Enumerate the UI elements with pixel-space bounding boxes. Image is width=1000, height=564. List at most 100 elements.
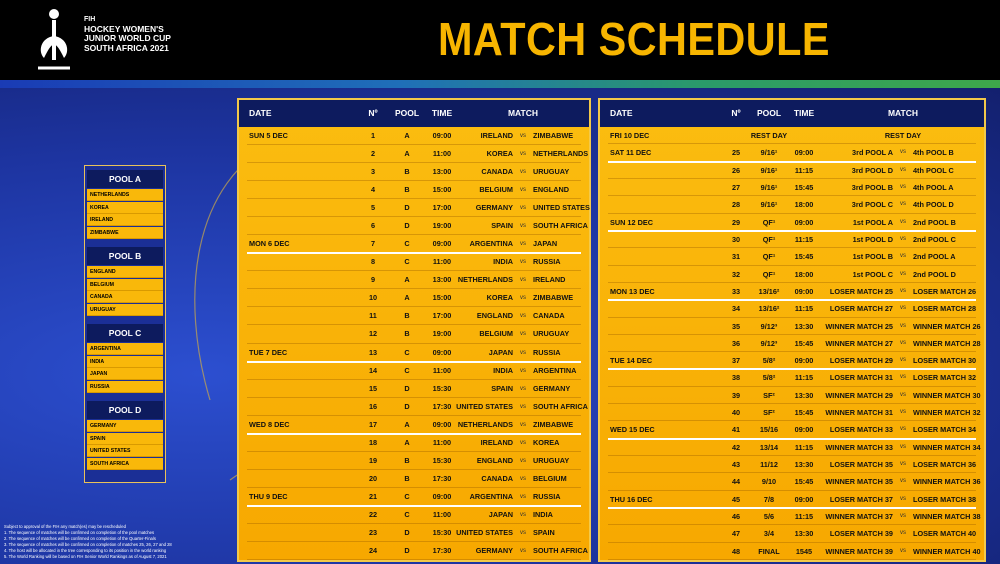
pool-header: POOL A: [87, 170, 163, 188]
pool: D: [404, 401, 410, 411]
home-team: SPAIN: [491, 383, 513, 393]
away-team: 4th POOL C: [913, 165, 954, 175]
vs: vs: [520, 457, 526, 464]
home-team: INDIA: [493, 365, 513, 375]
footnote: 2. The sequence of matches will be confi…: [4, 536, 156, 541]
pool: B: [404, 167, 410, 177]
pool: 7/8: [763, 494, 775, 504]
pool: C: [404, 257, 410, 267]
away-team: JAPAN: [533, 239, 558, 249]
vs: vs: [520, 151, 526, 158]
away-team: RUSSIA: [533, 491, 561, 501]
row-divider: [608, 281, 976, 283]
home-team: WINNER MATCH 37: [825, 512, 893, 522]
vs: vs: [900, 409, 906, 416]
home-team: ARGENTINA: [469, 491, 513, 501]
row-divider: [247, 540, 581, 542]
pool: C: [404, 239, 410, 249]
column-header: POOL: [756, 108, 782, 118]
pool: B: [404, 473, 410, 483]
row-divider: [608, 420, 976, 422]
match-number: 40: [731, 408, 741, 418]
pool-team: BELGIUM: [87, 278, 163, 291]
pool: 9/12³: [760, 338, 778, 348]
vs: vs: [900, 322, 906, 329]
time: 17:30: [432, 401, 452, 411]
pool-team: SPAIN: [87, 432, 163, 445]
home-team: KOREA: [486, 293, 513, 303]
time: 15:30: [432, 455, 452, 465]
time: 11:15: [794, 512, 814, 522]
home-team: WINNER MATCH 39: [825, 546, 893, 556]
pool: 15/16: [759, 425, 779, 435]
home-team: CANADA: [481, 167, 513, 177]
pool: D: [404, 203, 410, 213]
time: 15:45: [794, 477, 814, 487]
match-number: 15: [368, 383, 378, 393]
row-divider: [608, 524, 976, 526]
row-divider: [247, 396, 581, 398]
row-divider: [608, 385, 976, 387]
footnote: 1. The sequence of matches will be confi…: [4, 530, 155, 535]
home-team: 3rd POOL B: [851, 182, 893, 192]
row-divider: [247, 324, 581, 326]
home-team: WINNER MATCH 35: [825, 477, 893, 487]
column-header: MATCH: [887, 108, 919, 118]
vs: vs: [900, 530, 906, 537]
row-divider: [247, 198, 581, 200]
match-number: 8: [370, 257, 376, 267]
away-team: GERMANY: [533, 383, 571, 393]
row-divider: [608, 195, 976, 197]
row-divider: [247, 342, 581, 344]
column-header: MATCH: [507, 108, 539, 118]
match-number: 18: [368, 437, 378, 447]
vs: vs: [900, 426, 906, 433]
home-team: 1st POOL A: [852, 217, 893, 227]
row-divider: [608, 437, 976, 440]
pool: 5/6: [763, 512, 775, 522]
pool: A: [404, 437, 410, 447]
row-divider: [247, 144, 581, 146]
time: 13:00: [432, 167, 452, 177]
home-team: NETHERLANDS: [457, 419, 513, 429]
row-divider: [247, 180, 581, 182]
page-title: MATCH SCHEDULE: [438, 13, 830, 65]
match-number: 41: [731, 425, 741, 435]
away-team: URUGUAY: [533, 167, 570, 177]
away-team: URUGUAY: [533, 329, 570, 339]
home-team: LOSER MATCH 29: [829, 356, 893, 366]
color-stripe: [0, 80, 1000, 88]
vs: vs: [900, 166, 906, 173]
pool: A: [404, 275, 410, 285]
pool: QF¹: [762, 217, 776, 227]
pool: A: [404, 149, 410, 159]
match-number: 22: [368, 509, 378, 519]
home-team: INDIA: [493, 257, 513, 267]
row-divider: [608, 472, 976, 474]
vs: vs: [900, 235, 906, 242]
pool: B: [404, 185, 410, 195]
date: MON 6 DEC: [249, 239, 290, 249]
vs: vs: [900, 287, 906, 294]
vs: vs: [520, 205, 526, 212]
pool: 5/8²: [762, 356, 776, 366]
pool: B: [404, 311, 410, 321]
away-team: WINNER MATCH 30: [913, 390, 981, 400]
vs: vs: [900, 357, 906, 364]
row-divider: [247, 162, 581, 164]
row-divider: [608, 559, 976, 560]
vs: vs: [520, 367, 526, 374]
home-team: NETHERLANDS: [457, 275, 513, 285]
match-number: 6: [370, 221, 376, 231]
date: WED 8 DEC: [249, 419, 290, 429]
vs: vs: [520, 547, 526, 554]
pool-team: RUSSIA: [87, 380, 163, 393]
match-number: 14: [368, 365, 378, 375]
logo-line: JUNIOR WORLD CUP: [84, 33, 171, 43]
time: 09:00: [794, 356, 814, 366]
time: 19:00: [432, 329, 452, 339]
footnote: Subject to approval of the FIH any match…: [4, 524, 126, 529]
home-team: LOSER MATCH 33: [829, 425, 893, 435]
away-team: BELGIUM: [533, 473, 567, 483]
pool: A: [404, 293, 410, 303]
